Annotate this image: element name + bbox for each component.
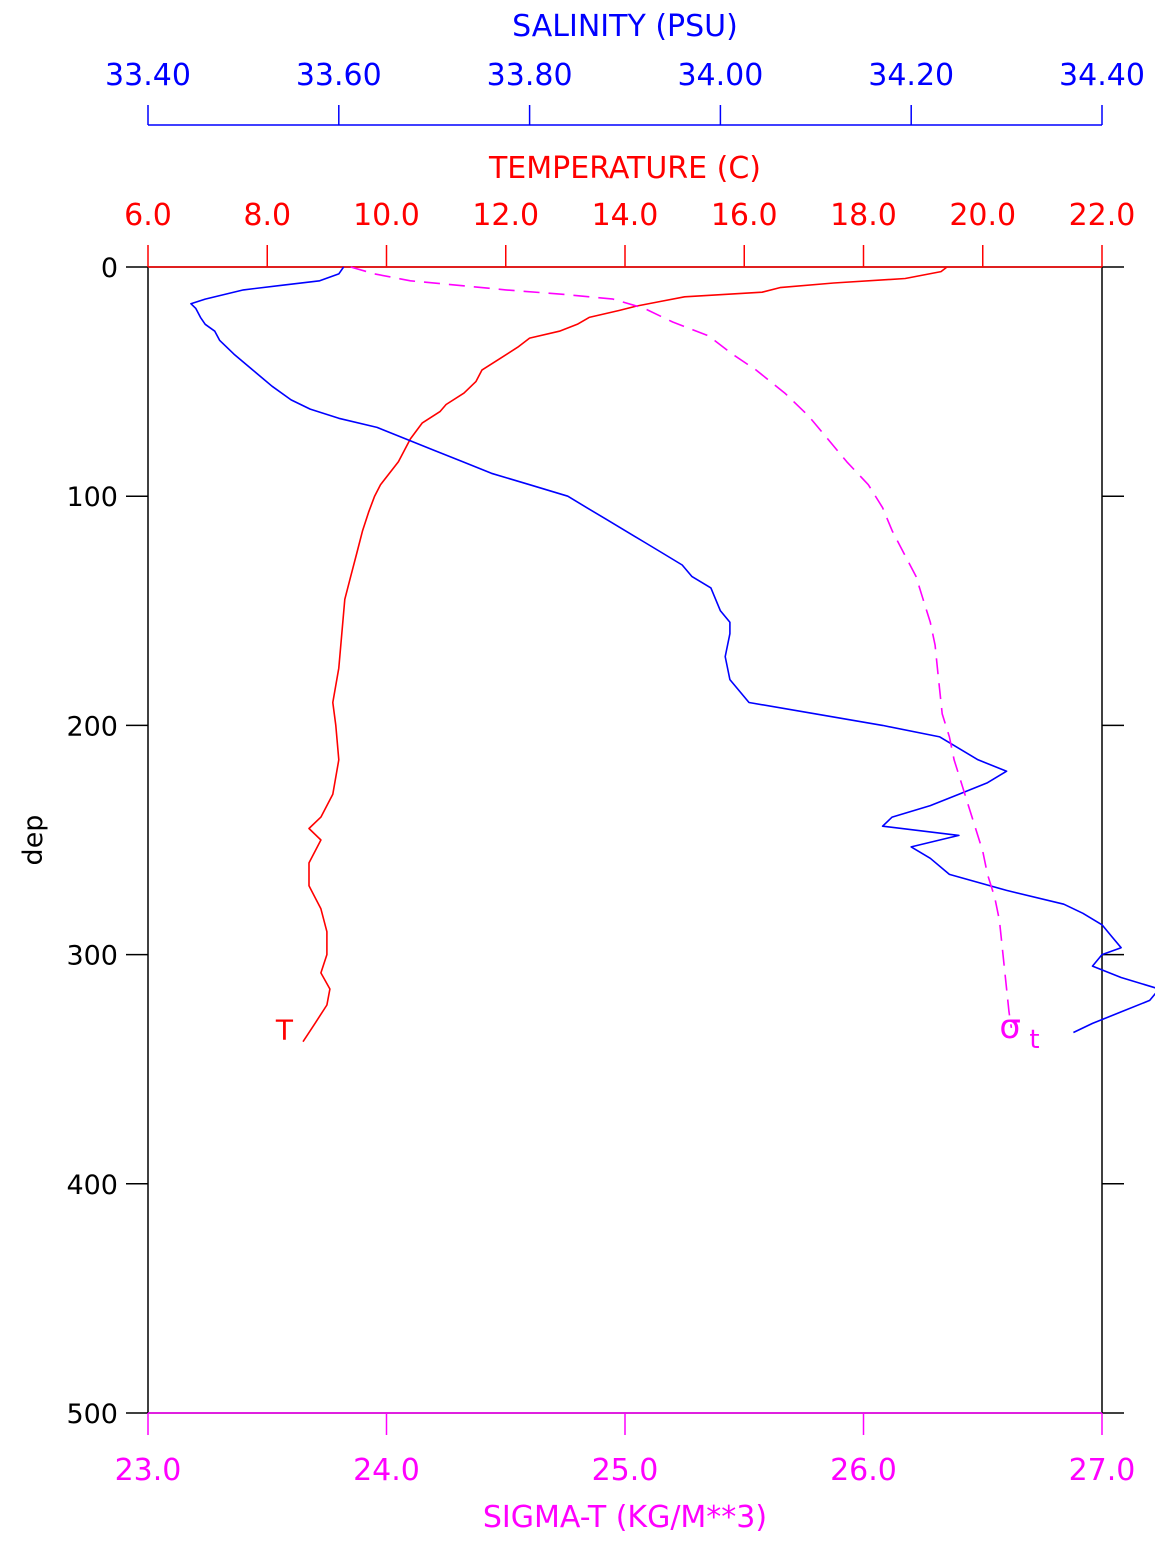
salinity-tick-label: 33.80 [487,58,573,93]
sigma-tick-label: 27.0 [1069,1453,1136,1488]
sigma-tick-label: 25.0 [592,1453,659,1488]
salinity-tick-label: 33.40 [105,58,191,93]
salinity-profile-line [190,266,1155,1034]
axis-ticks [126,105,1124,1435]
temperature-tick-label: 16.0 [711,198,778,233]
temperature-tick-label: 12.0 [472,198,539,233]
temperature-tick-label: 8.0 [243,198,291,233]
sigma-tick-label: 24.0 [353,1453,420,1488]
sigma-tick-label: 26.0 [830,1453,897,1488]
depth-tick-label: 0 [101,253,118,284]
sigma-curve-label-subscript: t [1029,1025,1039,1055]
depth-tick-label: 200 [66,711,118,742]
depth-tick-label: 500 [66,1399,118,1430]
axis-labels: 0 100 200 300 400 500 dep 33.40 33.60 33.80 34.00 3… [18,9,1145,1535]
depth-axis-label: dep [18,815,49,866]
plot-frame [147,266,1103,1414]
salinity-tick-label: 34.00 [677,58,763,93]
salinity-tick-label: 34.20 [868,58,954,93]
temperature-tick-label: 20.0 [949,198,1016,233]
temperature-tick-label: 14.0 [592,198,659,233]
salinity-axis-title: SALINITY (PSU) [512,9,738,44]
temperature-axis-title: TEMPERATURE (C) [488,151,761,186]
depth-tick-label: 300 [66,941,118,972]
temperature-curve-label: T [275,1014,294,1047]
data-series [190,266,1155,1043]
temperature-tick-label: 6.0 [124,198,172,233]
depth-tick-label: 400 [66,1170,118,1201]
temperature-tick-label: 22.0 [1069,198,1136,233]
temperature-tick-label: 10.0 [353,198,420,233]
sigma-axis-title: SIGMA-T (KG/M**3) [483,1500,767,1535]
temperature-profile-line [302,266,948,1043]
sigma-t-profile-line [350,266,1013,1029]
salinity-tick-label: 33.60 [296,58,382,93]
sigma-tick-label: 23.0 [115,1453,182,1488]
sigma-curve-label: σ [999,1007,1021,1047]
temperature-tick-label: 18.0 [830,198,897,233]
depth-tick-label: 100 [66,482,118,513]
salinity-tick-label: 34.40 [1059,58,1145,93]
